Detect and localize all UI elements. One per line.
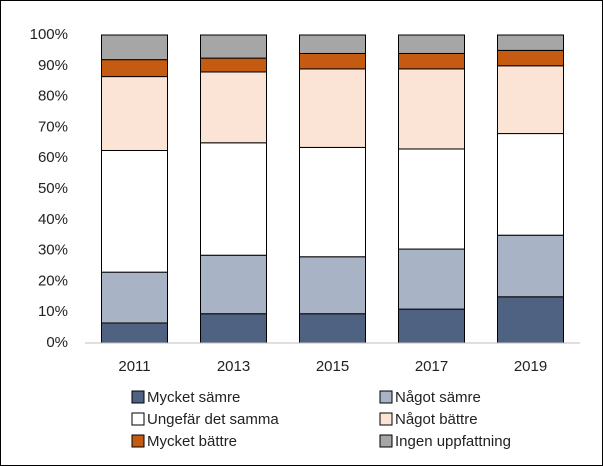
- bar-segment: [101, 59, 168, 78]
- bar-segment: [398, 68, 465, 150]
- bar-segment: [398, 148, 465, 250]
- legend-label: Ungefär det samma: [147, 411, 279, 428]
- bar-segment: [299, 34, 366, 54]
- y-tick-label: 10%: [38, 303, 68, 320]
- legend-label: Något bättre: [395, 411, 478, 428]
- legend-swatch: [379, 390, 393, 404]
- bar-segment: [398, 52, 465, 70]
- bar-segment: [497, 296, 564, 344]
- x-tick-label: 2013: [217, 358, 250, 375]
- legend-swatch: [131, 390, 145, 404]
- legend-label: Något sämre: [395, 389, 481, 406]
- bar-segment: [497, 34, 564, 51]
- bar-segment: [299, 146, 366, 258]
- y-tick-label: 60%: [38, 149, 68, 166]
- bar-segment: [398, 248, 465, 310]
- bar-segment: [299, 52, 366, 70]
- legend-label: Mycket bättre: [147, 433, 237, 450]
- legend-swatch: [131, 434, 145, 448]
- bar-segment: [299, 313, 366, 344]
- legend-swatch: [131, 412, 145, 426]
- x-tick-label: 2019: [514, 358, 547, 375]
- y-tick-label: 0%: [46, 334, 68, 351]
- bar-segment: [497, 234, 564, 298]
- bar-segment: [101, 34, 168, 61]
- bar-segment: [200, 313, 267, 344]
- y-tick-label: 100%: [30, 26, 68, 43]
- bar-segment: [101, 150, 168, 273]
- bar-segment: [299, 68, 366, 148]
- bar-segment: [101, 322, 168, 344]
- x-tick-label: 2015: [316, 358, 349, 375]
- x-tick-label: 2011: [118, 358, 150, 375]
- bar-segment: [200, 57, 267, 73]
- y-tick-label: 50%: [38, 180, 68, 197]
- legend-swatch: [379, 412, 393, 426]
- y-tick-label: 90%: [38, 57, 68, 74]
- bar-segment: [398, 34, 465, 54]
- bar-segment: [200, 254, 267, 315]
- legend-swatch: [379, 434, 393, 448]
- y-tick-label: 20%: [38, 272, 68, 289]
- y-tick-label: 80%: [38, 88, 68, 105]
- bar-segment: [101, 76, 168, 151]
- y-tick-label: 40%: [38, 211, 68, 228]
- y-tick-label: 70%: [38, 118, 68, 135]
- bar-segment: [398, 308, 465, 344]
- y-tick-label: 30%: [38, 242, 68, 259]
- bar-segment: [497, 133, 564, 236]
- bar-segment: [200, 71, 267, 144]
- legend-label: Mycket sämre: [147, 389, 240, 406]
- bar-segment: [200, 142, 267, 256]
- x-tick-label: 2017: [415, 358, 448, 375]
- bar-segment: [497, 49, 564, 67]
- bar-segment: [101, 271, 168, 324]
- bar-segment: [200, 34, 267, 59]
- bar-segment: [299, 256, 366, 315]
- bar-segment: [497, 65, 564, 135]
- legend-label: Ingen uppfattning: [395, 433, 511, 450]
